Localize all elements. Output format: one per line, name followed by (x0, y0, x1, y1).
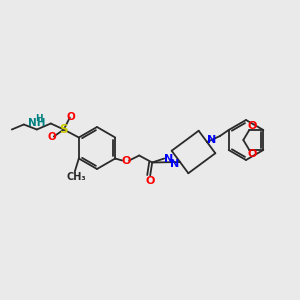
Text: CH₃: CH₃ (66, 172, 86, 182)
Text: O: O (248, 149, 257, 159)
Text: N: N (207, 135, 217, 145)
Text: NH: NH (28, 118, 46, 128)
Text: O: O (122, 155, 131, 166)
Text: O: O (47, 133, 56, 142)
Text: O: O (66, 112, 75, 122)
Text: S: S (60, 123, 68, 136)
Text: O: O (248, 121, 257, 131)
Text: N: N (164, 154, 173, 164)
Text: N: N (170, 159, 180, 169)
Text: H: H (35, 114, 43, 123)
Text: O: O (146, 176, 155, 187)
